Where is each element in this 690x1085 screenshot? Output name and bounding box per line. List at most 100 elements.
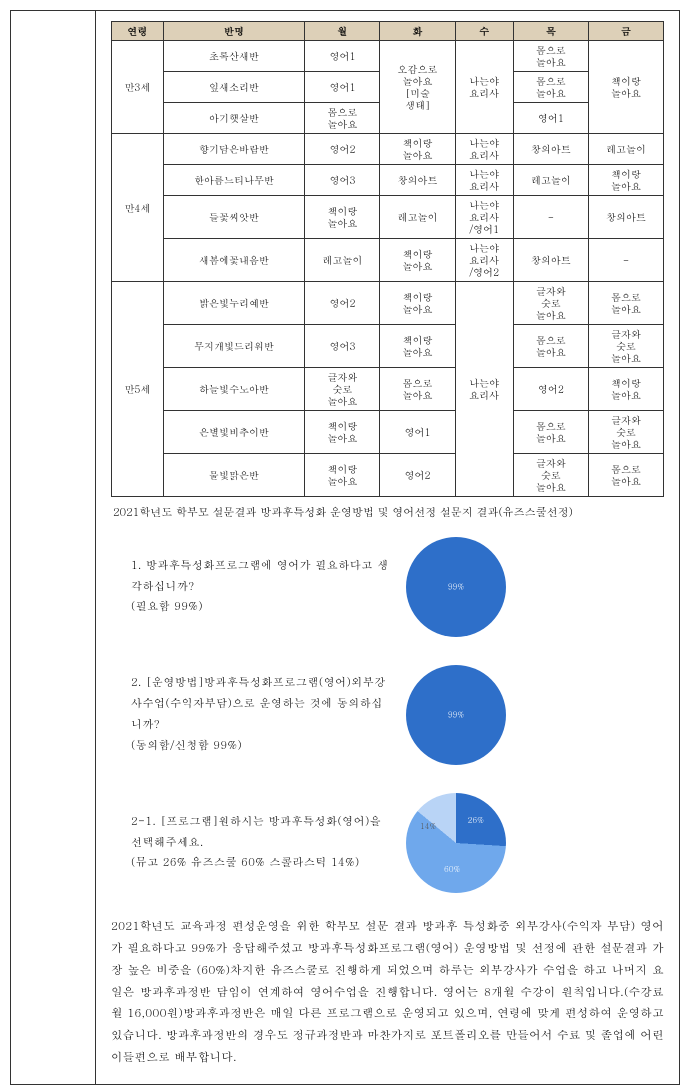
cell: 글자와숫로놀아요 xyxy=(588,411,663,454)
th-tue: 화 xyxy=(380,22,455,41)
class-cell: 잎새소리반 xyxy=(163,72,305,103)
cell: 나는야요리사 xyxy=(455,165,513,196)
class-cell: 향기담은바람반 xyxy=(163,134,305,165)
cell: 레고놀이 xyxy=(588,134,663,165)
cell: 창의아트 xyxy=(513,134,588,165)
cell: 책이랑놀아요 xyxy=(380,134,455,165)
cell: 창의아트 xyxy=(513,239,588,282)
class-cell: 무지개빛드리워반 xyxy=(163,325,305,368)
cell: 레고놀이 xyxy=(513,165,588,196)
table-row: 만3세 초록산새반 영어1 오감으로놀아요[미술생태] 나는야요리사 몸으로놀아… xyxy=(112,41,664,72)
cell: 영어2 xyxy=(305,282,380,325)
cell: 레고놀이 xyxy=(380,196,455,239)
cell: 영어2 xyxy=(513,368,588,411)
survey-q2-text: 2. [운영방법]방과후특성화프로그램(영어)외부강사수업(수익자부담)으로 운… xyxy=(131,673,391,757)
pie-label: 99% xyxy=(448,582,464,593)
cell: 몸으로놀아요 xyxy=(513,411,588,454)
cell: 나는야요리사/영어1 xyxy=(455,196,513,239)
cell: 창의아트 xyxy=(588,196,663,239)
survey-section: 1. 방과후특성화프로그램에 영어가 필요하다고 생각하십니까?(필요함 99%… xyxy=(111,532,664,898)
table-row: 은별빛비추이반 책이랑놀아요 영어1 몸으로놀아요 글자와숫로놀아요 xyxy=(112,411,664,454)
class-cell: 아기햇살반 xyxy=(163,103,305,134)
cell: 레고놀이 xyxy=(305,239,380,282)
cell: 영어3 xyxy=(305,325,380,368)
cell: 책이랑놀아요 xyxy=(380,325,455,368)
cell: 나는야요리사/영어2 xyxy=(455,239,513,282)
cell: 몸으로놀아요 xyxy=(588,282,663,325)
th-age: 연령 xyxy=(112,22,164,41)
class-cell: 새봄에꽃내음반 xyxy=(163,239,305,282)
pie-label: 99% xyxy=(448,710,464,721)
table-row: 들꽃씨앗반 책이랑놀아요 레고놀이 나는야요리사/영어1 - 창의아트 xyxy=(112,196,664,239)
survey-q2: 2. [운영방법]방과후특성화프로그램(영어)외부강사수업(수익자부담)으로 운… xyxy=(131,660,664,770)
cell: 책이랑놀아요 xyxy=(305,454,380,497)
pie-q2: 99% xyxy=(391,660,521,770)
cell: 나는야요리사 xyxy=(455,134,513,165)
class-cell: 한아름느티나무반 xyxy=(163,165,305,196)
cell: 나는야요리사 xyxy=(455,282,513,497)
cell: 몸으로놀아요 xyxy=(380,368,455,411)
table-row: 하늘빛수노아반 글자와숫로놀아요 몸으로놀아요 영어2 책이랑놀아요 xyxy=(112,368,664,411)
age-cell: 만4세 xyxy=(112,134,164,282)
cell: 글자와숫로놀아요 xyxy=(588,325,663,368)
cell: 책이랑놀아요 xyxy=(380,282,455,325)
class-cell: 들꽃씨앗반 xyxy=(163,196,305,239)
pie-label: 60% xyxy=(444,864,460,875)
pie-label: 14% xyxy=(420,821,436,832)
class-cell: 은별빛비추이반 xyxy=(163,411,305,454)
th-mon: 월 xyxy=(305,22,380,41)
cell: 책이랑놀아요 xyxy=(588,368,663,411)
content-cell: 연령 반명 월 화 수 목 금 만3세 초록산새반 영어1 오감으로놀아요[미술… xyxy=(96,11,679,1084)
cell: 나는야요리사 xyxy=(455,41,513,134)
cell: 책이랑놀아요 xyxy=(588,41,663,134)
cell: 영어1 xyxy=(380,411,455,454)
cell: 책이랑놀아요 xyxy=(380,239,455,282)
class-cell: 하늘빛수노아반 xyxy=(163,368,305,411)
table-row: 물빛맑은반 책이랑놀아요 영어2 글자와숫로놀아요 몸으로놀아요 xyxy=(112,454,664,497)
cell: 영어2 xyxy=(305,134,380,165)
cell: 창의아트 xyxy=(380,165,455,196)
cell: 영어3 xyxy=(305,165,380,196)
pie-chart-icon: 99% xyxy=(406,665,506,765)
th-fri: 금 xyxy=(588,22,663,41)
schedule-table: 연령 반명 월 화 수 목 금 만3세 초록산새반 영어1 오감으로놀아요[미술… xyxy=(111,21,664,497)
cell: 글자와숫로놀아요 xyxy=(513,454,588,497)
age-cell: 만5세 xyxy=(112,282,164,497)
th-thu: 목 xyxy=(513,22,588,41)
table-header-row: 연령 반명 월 화 수 목 금 xyxy=(112,22,664,41)
cell: 책이랑놀아요 xyxy=(305,411,380,454)
class-cell: 밝은빛누리예반 xyxy=(163,282,305,325)
cell: 몸으로놀아요 xyxy=(588,454,663,497)
cell: 영어1 xyxy=(305,41,380,72)
survey-q3-text: 2-1. [프로그램]원하시는 방과후특성화(영어)을 선택해주세요.(뮤고 2… xyxy=(131,812,391,875)
table-row: 새봄에꽃내음반 레고놀이 책이랑놀아요 나는야요리사/영어2 창의아트 - xyxy=(112,239,664,282)
cell: 글자와숫로놀아요 xyxy=(305,368,380,411)
pie-chart-icon: 99% xyxy=(406,537,506,637)
cell: 책이랑놀아요 xyxy=(305,196,380,239)
table-row: 한아름느티나무반 영어3 창의아트 나는야요리사 레고놀이 책이랑놀아요 xyxy=(112,165,664,196)
pie-q1: 99% xyxy=(391,532,521,642)
cell: - xyxy=(513,196,588,239)
table-row: 만5세 밝은빛누리예반 영어2 책이랑놀아요 나는야요리사 글자와숫로놀아요 몸… xyxy=(112,282,664,325)
cell: 영어1 xyxy=(513,103,588,134)
table-row: 만4세 향기담은바람반 영어2 책이랑놀아요 나는야요리사 창의아트 레고놀이 xyxy=(112,134,664,165)
cell: 글자와숫로놀아요 xyxy=(513,282,588,325)
left-margin-cell xyxy=(11,11,96,1084)
pie-q3: 26% 60% 14% xyxy=(391,788,521,898)
cell: 몸으로놀아요 xyxy=(513,325,588,368)
age-cell: 만3세 xyxy=(112,41,164,134)
pie-label: 26% xyxy=(468,815,484,826)
cell: 몸으로놀아요 xyxy=(513,72,588,103)
table-row: 무지개빛드리워반 영어3 책이랑놀아요 몸으로놀아요 글자와숫로놀아요 xyxy=(112,325,664,368)
cell: - xyxy=(588,239,663,282)
table-body: 만3세 초록산새반 영어1 오감으로놀아요[미술생태] 나는야요리사 몸으로놀아… xyxy=(112,41,664,497)
th-wed: 수 xyxy=(455,22,513,41)
th-class: 반명 xyxy=(163,22,305,41)
class-cell: 초록산새반 xyxy=(163,41,305,72)
body-paragraph: 2021학년도 교육과정 편성운영을 위한 학부모 설문 결과 방과후 특성화중… xyxy=(111,916,664,1069)
cell: 영어1 xyxy=(305,72,380,103)
survey-q1: 1. 방과후특성화프로그램에 영어가 필요하다고 생각하십니까?(필요함 99%… xyxy=(131,532,664,642)
pie-chart-icon: 26% 60% 14% xyxy=(406,793,506,893)
cell: 몸으로놀아요 xyxy=(513,41,588,72)
cell: 책이랑놀아요 xyxy=(588,165,663,196)
